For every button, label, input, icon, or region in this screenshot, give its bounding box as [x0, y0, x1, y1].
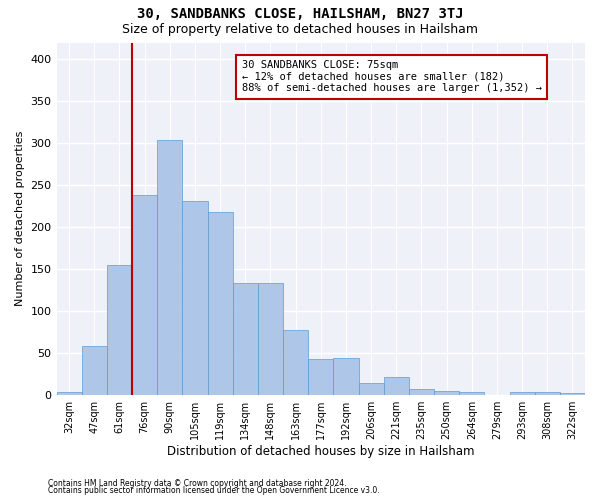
Bar — [56, 392, 82, 394]
Text: Size of property relative to detached houses in Hailsham: Size of property relative to detached ho… — [122, 22, 478, 36]
Bar — [208, 212, 233, 394]
Bar — [535, 392, 560, 394]
Y-axis label: Number of detached properties: Number of detached properties — [15, 131, 25, 306]
Text: Contains public sector information licensed under the Open Government Licence v3: Contains public sector information licen… — [48, 486, 380, 495]
Bar — [157, 140, 182, 394]
Bar — [409, 389, 434, 394]
Bar — [258, 283, 283, 395]
Bar — [107, 264, 132, 394]
Bar — [233, 283, 258, 395]
Bar — [82, 346, 107, 395]
Bar — [509, 392, 535, 394]
Bar — [359, 383, 383, 394]
Bar — [308, 358, 334, 394]
Bar — [132, 195, 157, 394]
Bar — [182, 201, 208, 394]
Text: 30 SANDBANKS CLOSE: 75sqm
← 12% of detached houses are smaller (182)
88% of semi: 30 SANDBANKS CLOSE: 75sqm ← 12% of detac… — [242, 60, 542, 94]
Bar — [560, 393, 585, 394]
Text: Contains HM Land Registry data © Crown copyright and database right 2024.: Contains HM Land Registry data © Crown c… — [48, 478, 347, 488]
Bar — [283, 330, 308, 394]
Bar — [434, 392, 459, 394]
Bar — [459, 392, 484, 394]
Text: 30, SANDBANKS CLOSE, HAILSHAM, BN27 3TJ: 30, SANDBANKS CLOSE, HAILSHAM, BN27 3TJ — [137, 8, 463, 22]
X-axis label: Distribution of detached houses by size in Hailsham: Distribution of detached houses by size … — [167, 444, 475, 458]
Bar — [383, 377, 409, 394]
Bar — [334, 358, 359, 395]
